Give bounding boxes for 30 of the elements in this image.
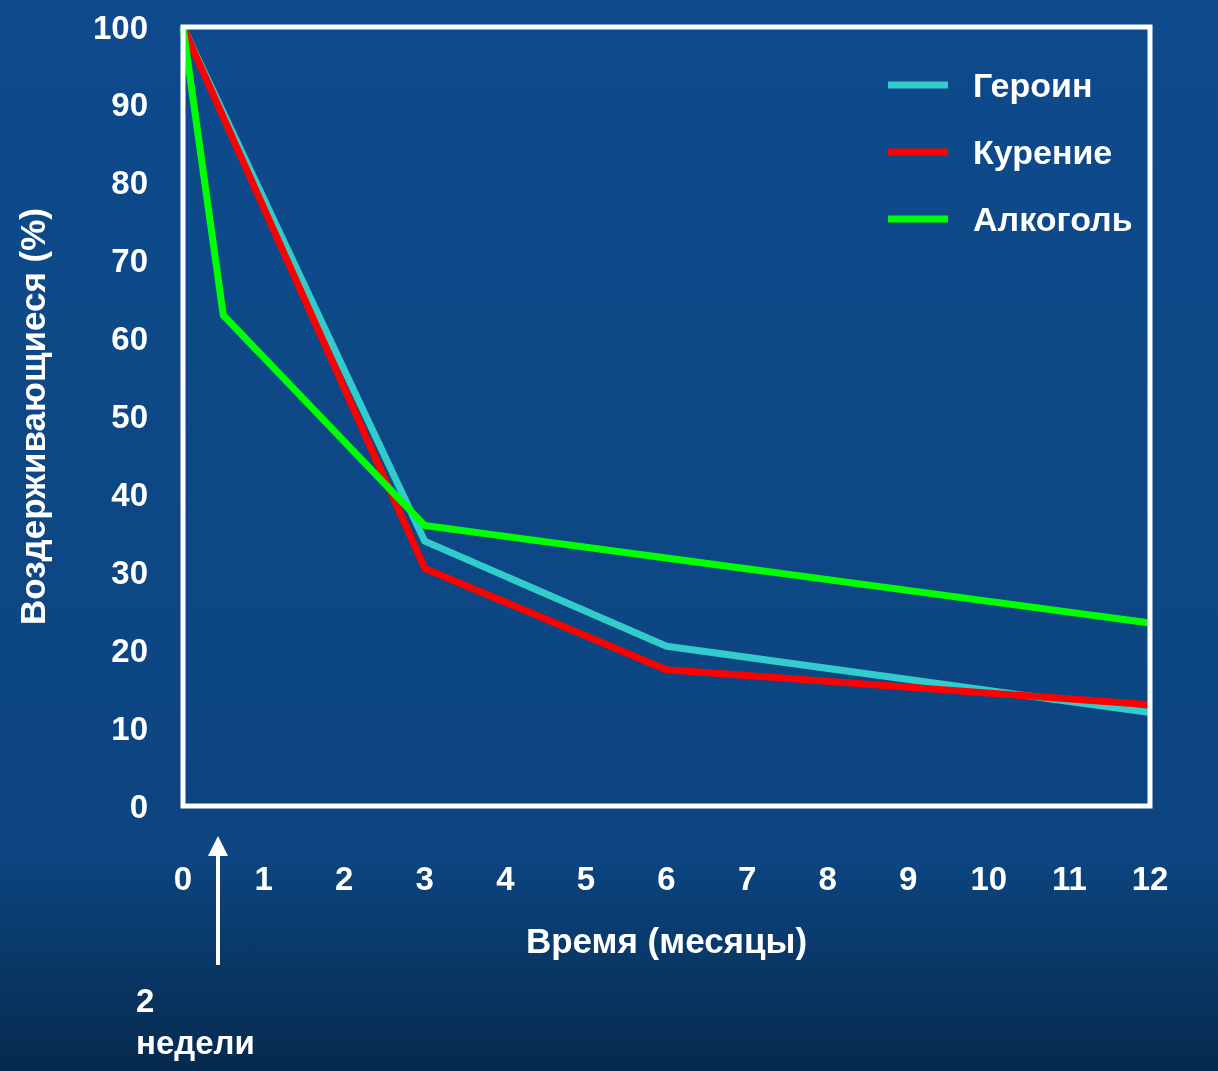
- y-tick-label: 20: [111, 631, 148, 669]
- x-tick-label: 5: [576, 860, 596, 897]
- y-axis-title: Воздерживающиеся (%): [13, 207, 52, 626]
- legend-label: Курение: [973, 132, 1113, 171]
- text: 2 недели: [136, 982, 255, 1061]
- x-tick-label: 6: [657, 860, 676, 897]
- legend-label: Алкоголь: [973, 199, 1133, 238]
- x-tick-label: 4: [496, 860, 516, 897]
- y-tick-label: 40: [111, 475, 148, 513]
- y-tick-label: 10: [111, 709, 148, 747]
- x-tick-label: 0: [173, 860, 193, 897]
- y-tick-label: 90: [111, 86, 148, 124]
- y-tick-label: 0: [129, 787, 148, 825]
- legend-label: Героин: [973, 65, 1093, 104]
- x-tick-label: 11: [1051, 860, 1087, 897]
- x-tick-label: 3: [415, 860, 434, 897]
- y-tick-label: 70: [111, 242, 148, 280]
- y-tick-label: 80: [111, 164, 148, 202]
- x-tick-label: 1: [254, 860, 273, 897]
- x-tick-label: 10: [970, 860, 1008, 897]
- x-tick-label: 12: [1131, 860, 1169, 897]
- y-tick-label: 50: [111, 398, 148, 436]
- x-tick-label: 2: [334, 860, 354, 897]
- y-tick-label: 60: [111, 320, 148, 358]
- x-tick-label: 7: [737, 860, 757, 897]
- y-tick-label: 100: [92, 8, 148, 46]
- x-axis-title: Время (месяцы): [525, 921, 808, 960]
- x-tick-label: 9: [899, 860, 918, 897]
- y-tick-label: 30: [111, 553, 148, 591]
- x-tick-label: 8: [818, 860, 837, 897]
